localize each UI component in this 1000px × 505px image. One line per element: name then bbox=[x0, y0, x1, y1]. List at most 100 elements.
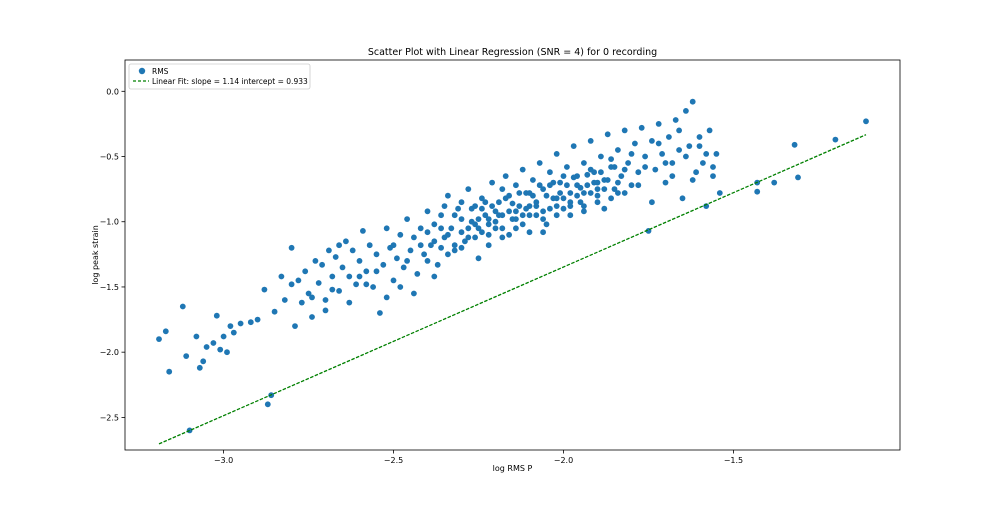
data-point bbox=[598, 153, 604, 160]
y-tick-label: −2.5 bbox=[100, 413, 119, 422]
legend-scatter-label: RMS bbox=[152, 67, 169, 76]
data-point bbox=[564, 182, 570, 189]
data-point bbox=[411, 290, 417, 297]
data-point bbox=[581, 160, 587, 166]
data-point bbox=[642, 164, 648, 170]
data-point bbox=[445, 251, 451, 258]
data-point bbox=[438, 244, 444, 251]
data-point bbox=[601, 186, 608, 193]
data-point bbox=[567, 203, 574, 210]
data-point bbox=[570, 174, 577, 181]
data-point bbox=[530, 177, 536, 183]
data-point bbox=[485, 216, 492, 223]
data-point bbox=[179, 303, 186, 310]
data-point bbox=[353, 281, 359, 288]
data-point bbox=[377, 310, 383, 316]
data-point bbox=[591, 179, 597, 186]
data-point bbox=[431, 238, 438, 245]
data-point bbox=[360, 228, 366, 234]
data-point bbox=[394, 255, 400, 262]
data-point bbox=[472, 234, 478, 241]
data-point bbox=[584, 171, 591, 178]
data-point bbox=[441, 203, 448, 210]
data-point bbox=[448, 225, 455, 232]
data-point bbox=[247, 319, 254, 326]
data-point bbox=[428, 242, 434, 249]
data-point bbox=[322, 297, 329, 303]
data-point bbox=[832, 136, 839, 143]
data-point bbox=[482, 212, 489, 219]
data-point bbox=[492, 218, 499, 225]
data-point bbox=[489, 203, 495, 210]
data-point bbox=[540, 208, 546, 215]
data-point bbox=[533, 203, 540, 210]
data-point bbox=[383, 294, 390, 301]
data-point bbox=[397, 231, 404, 238]
data-point bbox=[557, 179, 563, 186]
data-point bbox=[445, 231, 451, 238]
data-point bbox=[703, 151, 710, 157]
data-point bbox=[230, 329, 237, 336]
data-point bbox=[309, 314, 315, 320]
data-point bbox=[329, 273, 336, 280]
data-point bbox=[791, 141, 798, 148]
data-point bbox=[302, 268, 309, 275]
data-point bbox=[608, 195, 614, 202]
data-point bbox=[479, 195, 485, 202]
data-point bbox=[635, 169, 642, 176]
data-point bbox=[560, 205, 567, 212]
data-point bbox=[445, 192, 451, 199]
data-point bbox=[502, 173, 509, 180]
data-point bbox=[628, 151, 635, 157]
data-point bbox=[553, 151, 560, 157]
legend-fit-label: Linear Fit: slope = 1.14 intercept = 0.9… bbox=[152, 77, 308, 86]
data-point bbox=[458, 229, 465, 236]
data-point bbox=[686, 143, 693, 150]
data-point bbox=[513, 225, 519, 232]
data-point bbox=[458, 199, 465, 206]
data-point bbox=[513, 216, 519, 223]
data-point bbox=[462, 238, 468, 245]
data-point bbox=[349, 247, 356, 254]
data-point bbox=[237, 320, 244, 327]
axes-frame bbox=[124, 59, 901, 451]
data-point bbox=[530, 192, 536, 199]
data-point bbox=[346, 273, 353, 280]
x-axis-ticks: −3.0 −2.5 −2.0 −1.5 bbox=[214, 450, 743, 465]
data-point bbox=[200, 358, 207, 365]
data-point bbox=[455, 205, 461, 212]
legend-box bbox=[128, 63, 311, 90]
y-tick-label: −1.0 bbox=[100, 218, 119, 227]
data-point bbox=[594, 199, 601, 206]
data-point bbox=[621, 127, 628, 134]
data-point bbox=[604, 177, 611, 183]
data-point bbox=[662, 160, 669, 166]
data-point bbox=[217, 346, 224, 353]
data-point bbox=[166, 368, 173, 375]
data-point bbox=[621, 166, 628, 173]
data-point bbox=[557, 190, 563, 196]
data-point bbox=[220, 333, 227, 340]
data-point bbox=[465, 225, 472, 232]
data-point bbox=[662, 179, 669, 186]
y-axis-ticks: 0.0 −0.5 −1.0 −1.5 −2.0 −2.5 bbox=[100, 87, 125, 422]
data-point bbox=[543, 221, 550, 228]
data-point bbox=[577, 199, 584, 206]
data-point bbox=[363, 268, 370, 275]
data-point bbox=[434, 261, 441, 268]
data-point bbox=[601, 205, 608, 212]
data-point bbox=[672, 117, 679, 123]
data-point bbox=[506, 231, 512, 238]
data-point bbox=[689, 177, 696, 183]
data-point bbox=[581, 208, 587, 215]
data-point bbox=[482, 199, 489, 206]
data-point bbox=[513, 208, 519, 215]
data-point bbox=[288, 281, 295, 288]
data-point bbox=[431, 273, 438, 280]
data-point bbox=[516, 203, 523, 210]
data-point bbox=[281, 297, 288, 303]
data-point bbox=[649, 138, 655, 144]
data-point bbox=[676, 127, 682, 134]
data-point bbox=[339, 264, 346, 271]
data-point bbox=[533, 212, 540, 219]
